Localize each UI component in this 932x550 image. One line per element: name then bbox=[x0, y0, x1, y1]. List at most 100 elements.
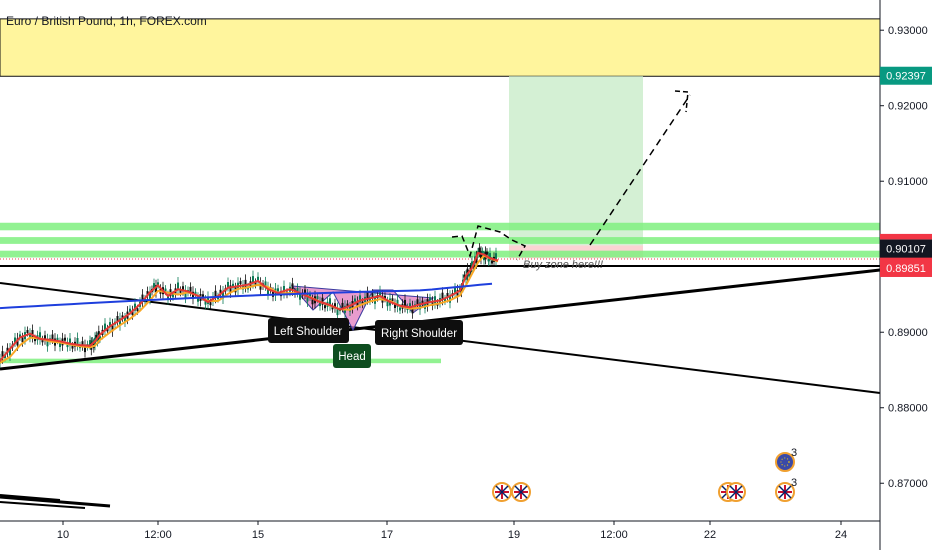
projection-line[interactable] bbox=[589, 94, 691, 246]
support-band[interactable] bbox=[0, 237, 880, 244]
candle bbox=[179, 289, 182, 293]
candle bbox=[184, 290, 187, 298]
candle bbox=[136, 308, 139, 312]
candle bbox=[296, 287, 299, 293]
candle bbox=[264, 281, 267, 287]
candle bbox=[21, 337, 24, 343]
ema-mid-line[interactable] bbox=[0, 254, 499, 364]
candle bbox=[119, 318, 121, 326]
candle bbox=[106, 328, 109, 332]
price-tick-label: 0.91000 bbox=[888, 176, 928, 188]
candle bbox=[416, 299, 419, 305]
candle bbox=[214, 290, 217, 298]
candle bbox=[324, 305, 326, 309]
price-series bbox=[0, 243, 499, 368]
candle bbox=[446, 293, 449, 298]
price-axis[interactable]: 0.930000.920000.910000.900000.890000.880… bbox=[879, 0, 932, 550]
candle bbox=[466, 268, 469, 276]
candle bbox=[419, 302, 421, 310]
candle bbox=[167, 295, 169, 301]
candle bbox=[131, 310, 134, 316]
candle bbox=[141, 294, 144, 302]
candle bbox=[434, 296, 436, 304]
candle bbox=[89, 340, 91, 346]
uk-flag-icon[interactable] bbox=[775, 482, 795, 502]
ema-short-line[interactable] bbox=[0, 251, 499, 362]
candle bbox=[394, 303, 396, 308]
candle bbox=[483, 255, 485, 261]
price-tag[interactable] bbox=[880, 66, 932, 85]
candle bbox=[219, 289, 222, 295]
candle bbox=[331, 306, 334, 310]
candle bbox=[14, 337, 16, 343]
left-shoulder-label[interactable]: Left Shoulder bbox=[268, 318, 349, 343]
candle bbox=[384, 295, 386, 299]
time-tick-label: 12:00 bbox=[144, 529, 172, 541]
candle bbox=[242, 284, 244, 290]
right-shoulder-text: Right Shoulder bbox=[381, 328, 457, 340]
candle bbox=[481, 251, 484, 254]
candle bbox=[129, 308, 131, 312]
candle bbox=[111, 324, 114, 332]
candle bbox=[116, 316, 119, 321]
candle bbox=[356, 300, 359, 306]
candle bbox=[429, 297, 431, 301]
candle bbox=[480, 251, 482, 259]
candle bbox=[209, 302, 212, 306]
time-tick-label: 19 bbox=[508, 529, 520, 541]
candle bbox=[204, 299, 207, 305]
ascending-trendline[interactable] bbox=[0, 268, 881, 371]
uk-flag-icon[interactable] bbox=[726, 482, 746, 502]
candle bbox=[69, 338, 71, 346]
candle bbox=[471, 261, 473, 269]
resistance-zone[interactable] bbox=[0, 18, 881, 77]
candle bbox=[475, 256, 478, 264]
candle bbox=[81, 341, 84, 347]
candle bbox=[463, 274, 466, 278]
candle bbox=[267, 287, 269, 295]
candle bbox=[491, 260, 493, 264]
price-tick-label: 0.87000 bbox=[888, 478, 928, 490]
candle bbox=[354, 298, 356, 302]
candle bbox=[244, 279, 247, 287]
candle bbox=[155, 285, 157, 293]
support-band[interactable] bbox=[0, 250, 880, 258]
left-shoulder-text: Left Shoulder bbox=[274, 326, 343, 338]
candle bbox=[202, 294, 204, 298]
right-shoulder-label[interactable]: Right Shoulder bbox=[375, 320, 463, 345]
candle bbox=[359, 295, 361, 303]
eu-flag-icon[interactable] bbox=[775, 452, 795, 472]
candle bbox=[396, 299, 399, 307]
candle bbox=[46, 339, 49, 347]
candle bbox=[421, 300, 424, 304]
candle bbox=[164, 288, 167, 292]
uk-flag-icon[interactable] bbox=[492, 482, 512, 502]
support-band[interactable] bbox=[0, 222, 880, 231]
head-label[interactable]: Head bbox=[333, 344, 371, 368]
candle bbox=[404, 299, 406, 307]
candle bbox=[39, 332, 41, 340]
price-tag[interactable] bbox=[880, 239, 932, 258]
target-hook[interactable] bbox=[674, 90, 689, 113]
candle bbox=[177, 282, 179, 290]
candle bbox=[304, 289, 306, 295]
candle bbox=[222, 291, 224, 299]
price-tag[interactable] bbox=[880, 258, 932, 277]
candle bbox=[124, 317, 126, 323]
pattern-labels: Left Shoulder Head Right Shoulder Buy zo… bbox=[268, 259, 603, 368]
candle bbox=[277, 288, 279, 292]
time-axis[interactable]: 10 12:00 15 17 19 12:00 22 24 bbox=[0, 520, 880, 541]
candle bbox=[59, 342, 61, 347]
pullback-path[interactable] bbox=[451, 225, 527, 261]
candle bbox=[182, 286, 184, 292]
time-ticks: 10 12:00 15 17 19 12:00 22 24 bbox=[57, 521, 847, 541]
support-band[interactable] bbox=[0, 358, 441, 364]
head-text: Head bbox=[338, 351, 366, 363]
candle bbox=[189, 286, 192, 292]
candle bbox=[95, 334, 98, 338]
uk-flag-icon[interactable] bbox=[511, 482, 531, 502]
ema-long-line[interactable] bbox=[0, 282, 493, 310]
target-zone[interactable] bbox=[509, 76, 643, 246]
candle bbox=[134, 303, 136, 311]
